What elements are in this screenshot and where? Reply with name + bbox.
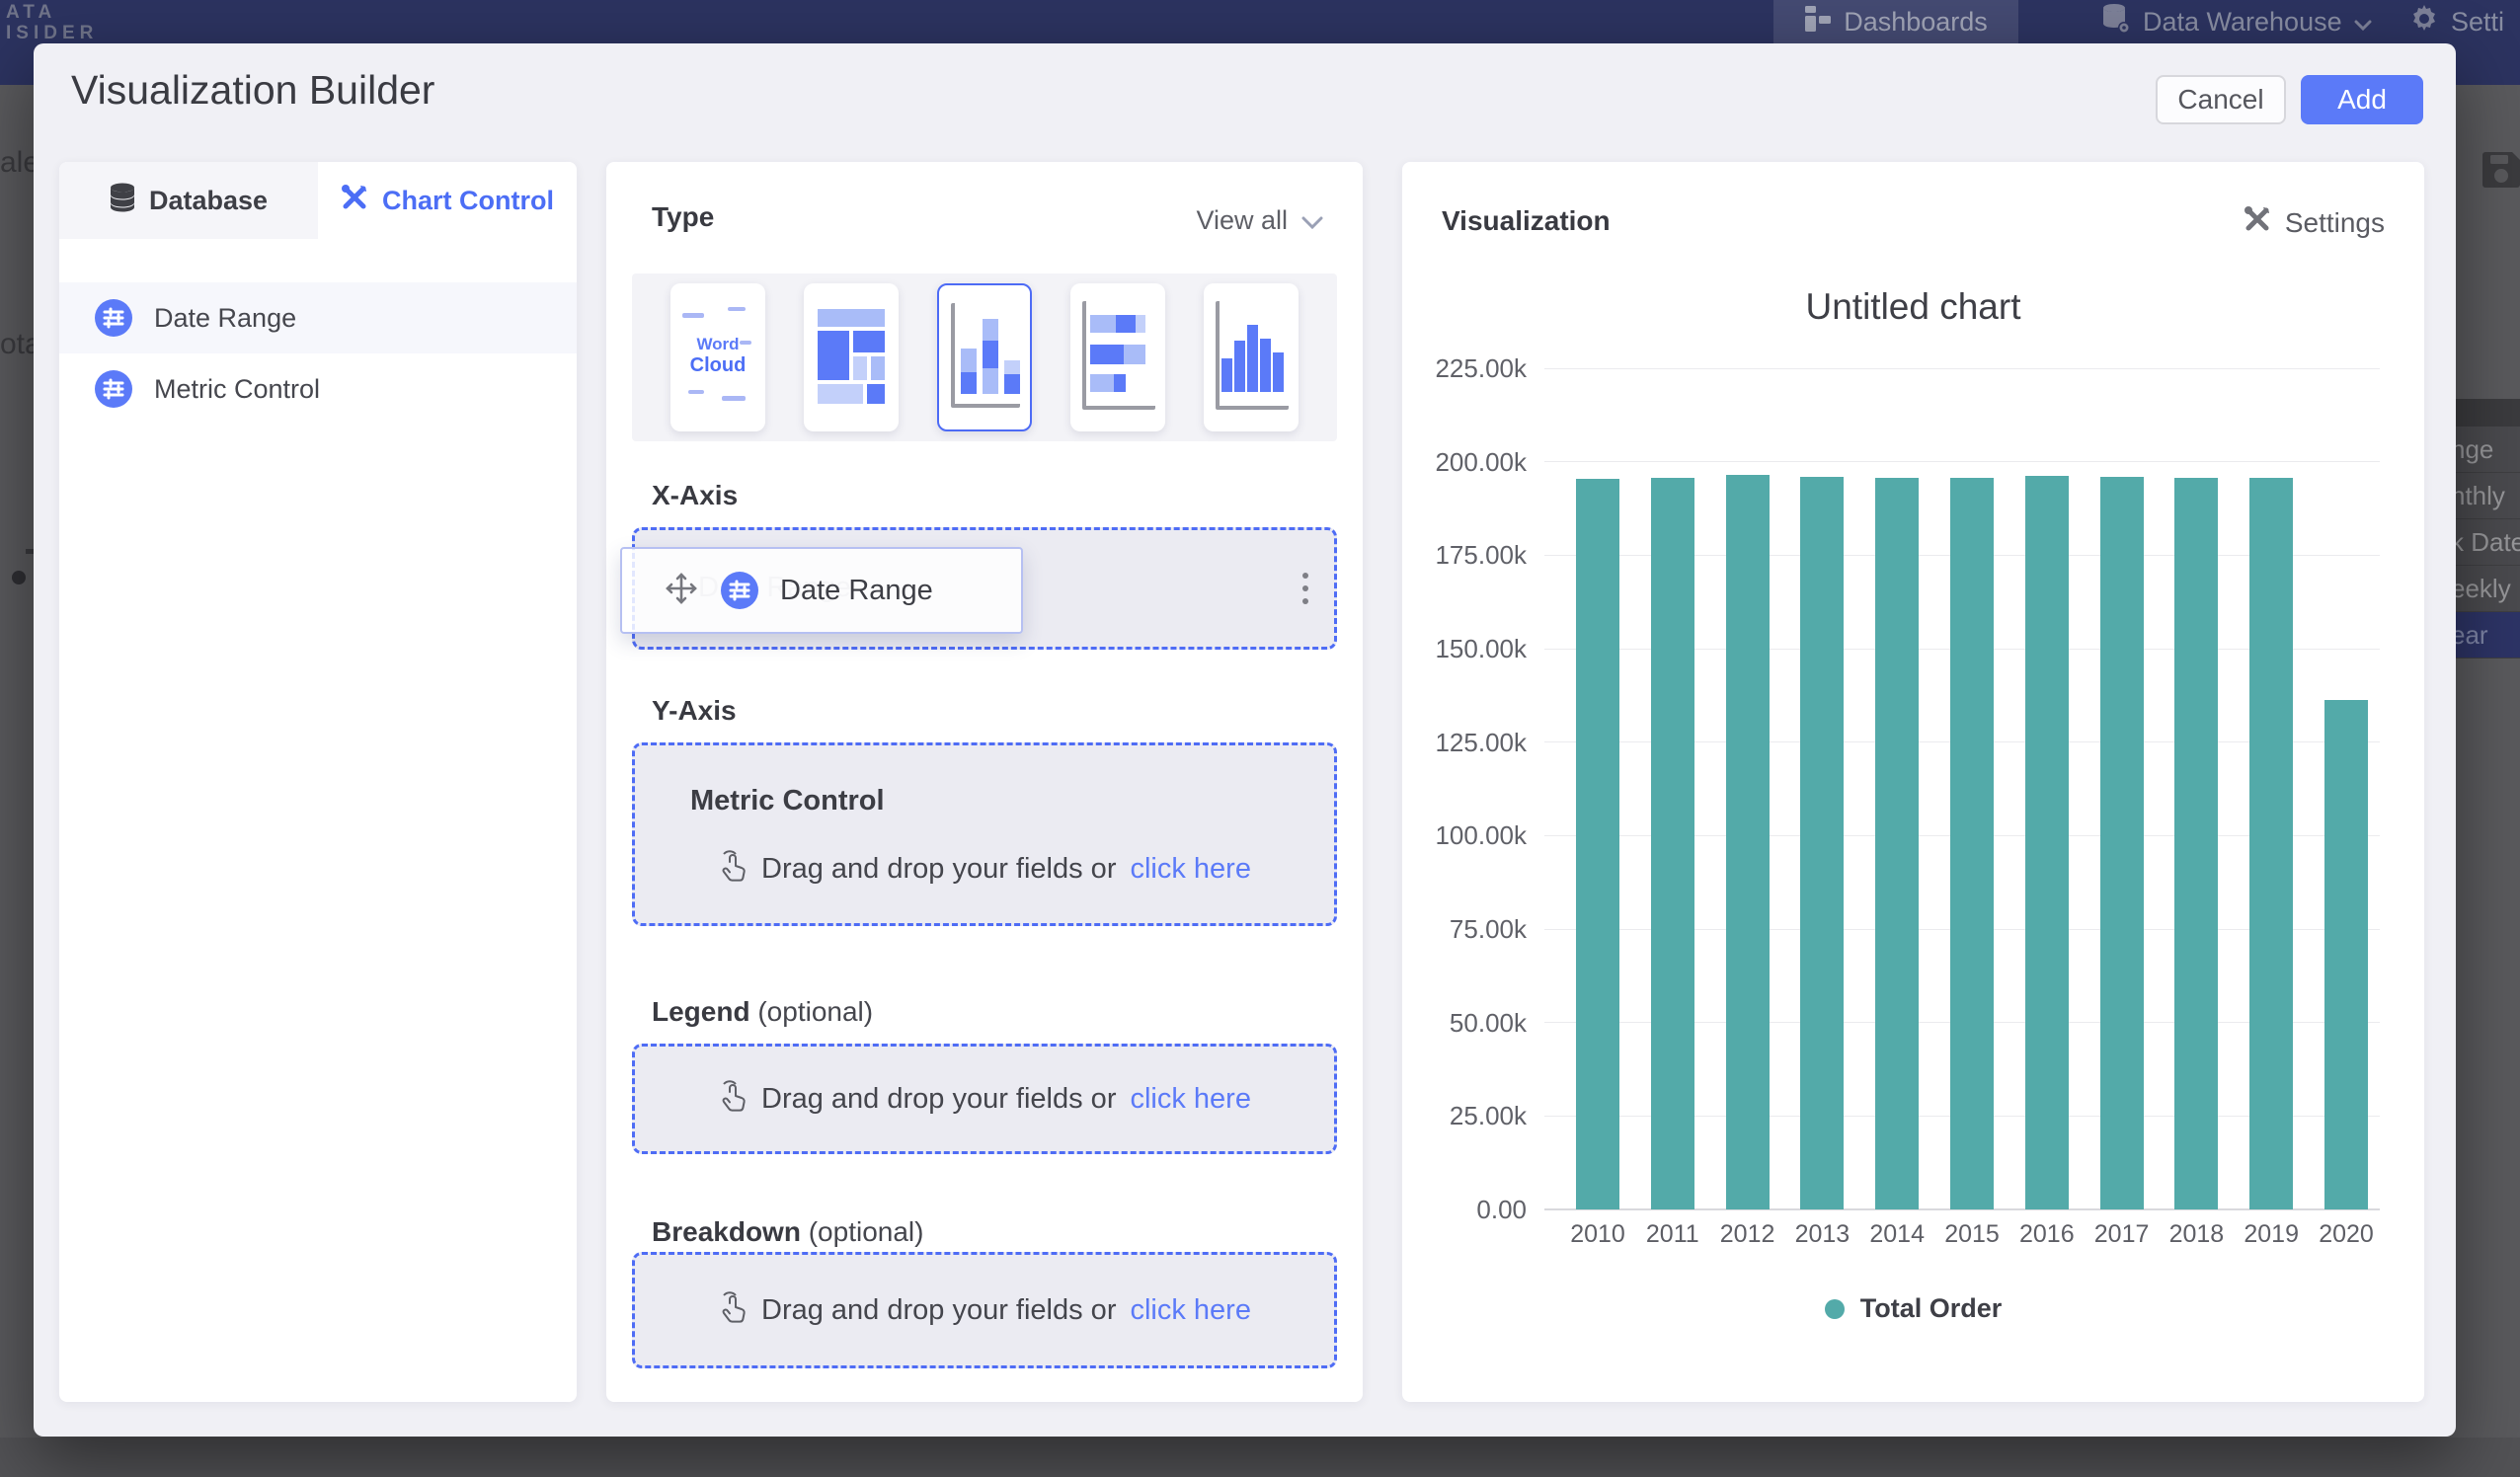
bar-2010 bbox=[1576, 479, 1619, 1209]
x-tick-label: 2013 bbox=[1779, 1220, 1864, 1249]
field-item-metric-control[interactable]: Metric Control bbox=[59, 353, 577, 425]
menu-item-fragment[interactable]: eekly bbox=[2447, 566, 2520, 612]
tab-database[interactable]: Database bbox=[59, 162, 318, 239]
move-icon bbox=[664, 571, 699, 611]
background-dropdown-menu: nge nthly k Date eekly ear bbox=[2447, 427, 2520, 659]
bar-2012 bbox=[1726, 475, 1770, 1209]
y-tick-label: 150.00k bbox=[1402, 634, 1527, 664]
y-tick-label: 175.00k bbox=[1402, 540, 1527, 571]
x-tick-label: 2015 bbox=[1929, 1220, 2014, 1249]
bar-2016 bbox=[2025, 476, 2069, 1209]
y-tick-label: 225.00k bbox=[1402, 353, 1527, 384]
x-tick-label: 2019 bbox=[2229, 1220, 2314, 1249]
x-tick-label: 2020 bbox=[2304, 1220, 2389, 1249]
menu-item-fragment[interactable]: nge bbox=[2447, 427, 2520, 473]
type-section-label: Type bbox=[652, 201, 714, 233]
x-tick-label: 2012 bbox=[1705, 1220, 1790, 1249]
add-button[interactable]: Add bbox=[2301, 75, 2423, 124]
field-item-date-range[interactable]: Date Range bbox=[59, 282, 577, 353]
x-tick-label: 2014 bbox=[1854, 1220, 1939, 1249]
chart-type-strip: Word Cloud bbox=[632, 273, 1337, 441]
database-icon bbox=[110, 183, 135, 219]
breakdown-section-label: Breakdown (optional) bbox=[652, 1216, 923, 1248]
bar-2014 bbox=[1875, 478, 1919, 1209]
tools-icon bbox=[341, 184, 368, 218]
click-here-link[interactable]: click here bbox=[1130, 853, 1251, 886]
visualization-builder-modal: Visualization Builder Cancel Add Databas… bbox=[34, 43, 2456, 1437]
kebab-menu-icon[interactable] bbox=[1302, 573, 1308, 604]
chart-type-word-cloud[interactable]: Word Cloud bbox=[670, 283, 765, 431]
hand-click-icon bbox=[718, 1289, 748, 1331]
background-bullet bbox=[12, 571, 26, 584]
y-tick-label: 25.00k bbox=[1402, 1101, 1527, 1131]
bar-2020 bbox=[2324, 700, 2368, 1209]
x-tick-label: 2016 bbox=[2005, 1220, 2089, 1249]
save-icon[interactable] bbox=[2482, 152, 2520, 193]
y-tick-label: 200.00k bbox=[1402, 447, 1527, 478]
control-slider-icon bbox=[95, 370, 132, 408]
background-dim-strip bbox=[0, 1438, 2520, 1477]
chart-type-treemap[interactable] bbox=[804, 283, 899, 431]
fields-panel: Database Chart Control Date Range Met bbox=[59, 162, 577, 1402]
bar-2015 bbox=[1950, 478, 1994, 1209]
chevron-down-icon bbox=[1301, 205, 1323, 236]
bar-2011 bbox=[1651, 478, 1694, 1209]
x-tick-label: 2011 bbox=[1630, 1220, 1715, 1249]
app-logo: ATA ISIDER bbox=[6, 2, 98, 43]
cancel-button[interactable]: Cancel bbox=[2156, 75, 2286, 124]
background-menu-edge bbox=[2447, 399, 2520, 427]
x-tick-label: 2010 bbox=[1555, 1220, 1640, 1249]
hand-click-icon bbox=[718, 848, 748, 890]
x-tick-label: 2018 bbox=[2154, 1220, 2239, 1249]
legend-dot bbox=[1825, 1299, 1845, 1319]
y-tick-label: 125.00k bbox=[1402, 728, 1527, 758]
x-axis-section-label: X-Axis bbox=[652, 480, 738, 511]
y-tick-label: 100.00k bbox=[1402, 820, 1527, 851]
control-slider-icon bbox=[721, 572, 758, 609]
click-here-link[interactable]: click here bbox=[1130, 1083, 1251, 1116]
dashboard-grid-icon bbox=[1804, 5, 1832, 39]
y-tick-label: 75.00k bbox=[1402, 914, 1527, 945]
bar-2019 bbox=[2249, 478, 2293, 1209]
legend-section-label: Legend (optional) bbox=[652, 996, 873, 1028]
chart-builder-panel: Type View all Word Cloud bbox=[606, 162, 1363, 1402]
y-tick-label: 50.00k bbox=[1402, 1008, 1527, 1039]
modal-title: Visualization Builder bbox=[71, 67, 434, 114]
gear-icon bbox=[2409, 4, 2439, 40]
menu-item-fragment-selected[interactable]: ear bbox=[2447, 612, 2520, 659]
hand-click-icon bbox=[718, 1078, 748, 1120]
chart-type-column[interactable] bbox=[1204, 283, 1299, 431]
legend-series-label: Total Order bbox=[1860, 1293, 2003, 1324]
nav-data-warehouse[interactable]: Data Warehouse bbox=[2101, 0, 2372, 43]
metric-control-heading: Metric Control bbox=[690, 785, 885, 817]
nav-settings[interactable]: Setti bbox=[2409, 0, 2504, 43]
chevron-down-icon bbox=[2354, 7, 2372, 38]
control-slider-icon bbox=[95, 299, 132, 337]
bar-2017 bbox=[2100, 477, 2144, 1209]
gridline bbox=[1544, 368, 2380, 369]
menu-item-fragment[interactable]: nthly bbox=[2447, 473, 2520, 519]
menu-item-fragment[interactable]: k Date bbox=[2447, 519, 2520, 566]
gridline bbox=[1544, 461, 2380, 462]
breakdown-dropzone[interactable]: Drag and drop your fields or click here bbox=[632, 1252, 1337, 1368]
database-gear-icon bbox=[2101, 3, 2131, 41]
visualization-panel: Visualization Settings Untitled chart 22… bbox=[1402, 162, 2424, 1402]
bar-2013 bbox=[1800, 477, 1844, 1209]
bar-2018 bbox=[2174, 478, 2218, 1209]
x-tick-label: 2017 bbox=[2080, 1220, 2165, 1249]
dragged-field-chip[interactable]: Date Range bbox=[620, 547, 1023, 634]
y-axis-dropzone[interactable]: Metric Control Drag and drop your fields… bbox=[632, 742, 1337, 926]
chart-type-stacked-column[interactable] bbox=[937, 283, 1032, 431]
legend-dropzone[interactable]: Drag and drop your fields or click here bbox=[632, 1044, 1337, 1154]
nav-dashboards[interactable]: Dashboards bbox=[1773, 0, 2018, 43]
tab-chart-control[interactable]: Chart Control bbox=[318, 162, 577, 239]
click-here-link[interactable]: click here bbox=[1130, 1294, 1251, 1327]
y-axis-section-label: Y-Axis bbox=[652, 695, 737, 727]
view-all-button[interactable]: View all bbox=[1196, 205, 1323, 236]
y-tick-label: 0.00 bbox=[1402, 1195, 1527, 1225]
chart-plot: 225.00k 200.00k 175.00k 150.00k 125.00k 100.0… bbox=[1402, 162, 2424, 1402]
chart-legend[interactable]: Total Order bbox=[1402, 1293, 2424, 1324]
chart-type-stacked-bar[interactable] bbox=[1070, 283, 1165, 431]
